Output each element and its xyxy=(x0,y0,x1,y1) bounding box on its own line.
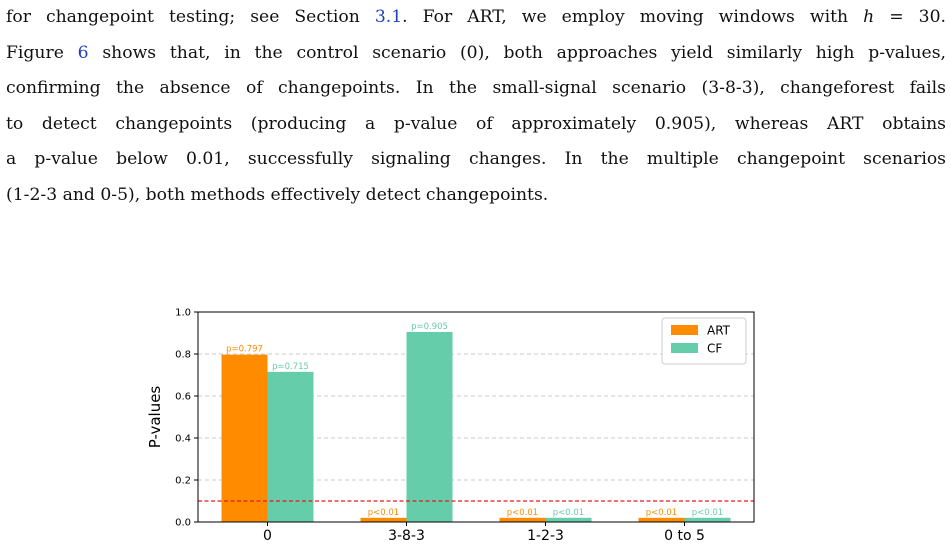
body-paragraph: for changepoint testing; see Section 3.1… xyxy=(6,0,946,213)
bar-cf xyxy=(406,331,453,522)
bar-art xyxy=(221,354,268,522)
y-tick-label: 0.8 xyxy=(175,350,191,361)
math-variable: h xyxy=(863,7,875,27)
y-tick-label: 0.4 xyxy=(175,434,191,445)
y-axis-label: P-values xyxy=(146,386,164,449)
legend: ART CF xyxy=(661,317,747,365)
legend-swatch xyxy=(671,343,698,353)
bar-value-label: p<0.01 xyxy=(553,508,584,518)
section-reference-link[interactable]: 3.1 xyxy=(374,7,403,27)
bar-value-label: p<0.01 xyxy=(692,508,723,518)
y-axis: 0.0 0.2 0.4 0.6 0.8 1.0 xyxy=(175,308,198,529)
bar-art xyxy=(499,517,546,522)
y-tick-label: 1.0 xyxy=(175,308,191,319)
bar-value-label: p=0.715 xyxy=(272,362,309,372)
bar-cf xyxy=(545,517,592,522)
legend-label: ART xyxy=(707,324,731,338)
bar-art xyxy=(360,517,407,522)
legend-label: CF xyxy=(707,342,722,356)
y-tick-label: 0.0 xyxy=(175,518,191,529)
x-axis: 0 3-8-3 1-2-3 0 to 5 xyxy=(263,522,705,544)
text-run: for changepoint testing; see Section xyxy=(6,7,375,27)
bar-art xyxy=(638,517,685,522)
paragraph-line-4: to detect changepoints (producing a p-va… xyxy=(6,113,946,134)
text-run: = 30. xyxy=(874,7,946,27)
x-tick-label: 0 xyxy=(263,528,272,544)
bar-value-label: p=0.905 xyxy=(411,322,448,332)
legend-box xyxy=(661,317,747,365)
bar-value-label: p=0.797 xyxy=(226,345,263,355)
bar-cf xyxy=(267,371,314,522)
x-tick-label: 0 to 5 xyxy=(664,528,705,544)
x-tick-label: 3-8-3 xyxy=(388,528,425,544)
paragraph-line-2: Figure 6 shows that, in the control scen… xyxy=(6,36,946,72)
paragraph-line-6: (1-2-3 and 0-5), both methods effectivel… xyxy=(6,184,549,205)
bar-labels: p=0.797 p=0.715 p<0.01 p=0.905 p<0.01 p<0.01 p… xyxy=(226,322,723,518)
paragraph-line-3: confirming the absence of changepoints. … xyxy=(6,78,946,98)
text-run: shows that, in the control scenario (0),… xyxy=(88,42,946,63)
plot-frame xyxy=(197,311,755,523)
x-tick-label: 1-2-3 xyxy=(527,528,564,544)
text-run: Figure xyxy=(6,42,78,63)
paragraph-line-1: for changepoint testing; see Section 3.1… xyxy=(6,0,946,36)
y-tick-label: 0.2 xyxy=(175,476,191,487)
bar-value-label: p<0.01 xyxy=(646,508,677,518)
y-tick-label: 0.6 xyxy=(175,392,191,403)
paragraph-line-5: a p-value below 0.01, successfully signa… xyxy=(6,149,946,169)
text-run: . For ART, we employ moving windows with xyxy=(402,7,864,27)
bar-value-label: p<0.01 xyxy=(507,508,538,518)
legend-swatch xyxy=(671,325,698,335)
figure-reference-link[interactable]: 6 xyxy=(77,42,89,63)
bar-cf xyxy=(684,517,731,522)
bars xyxy=(221,331,731,522)
bar-value-label: p<0.01 xyxy=(368,508,399,518)
